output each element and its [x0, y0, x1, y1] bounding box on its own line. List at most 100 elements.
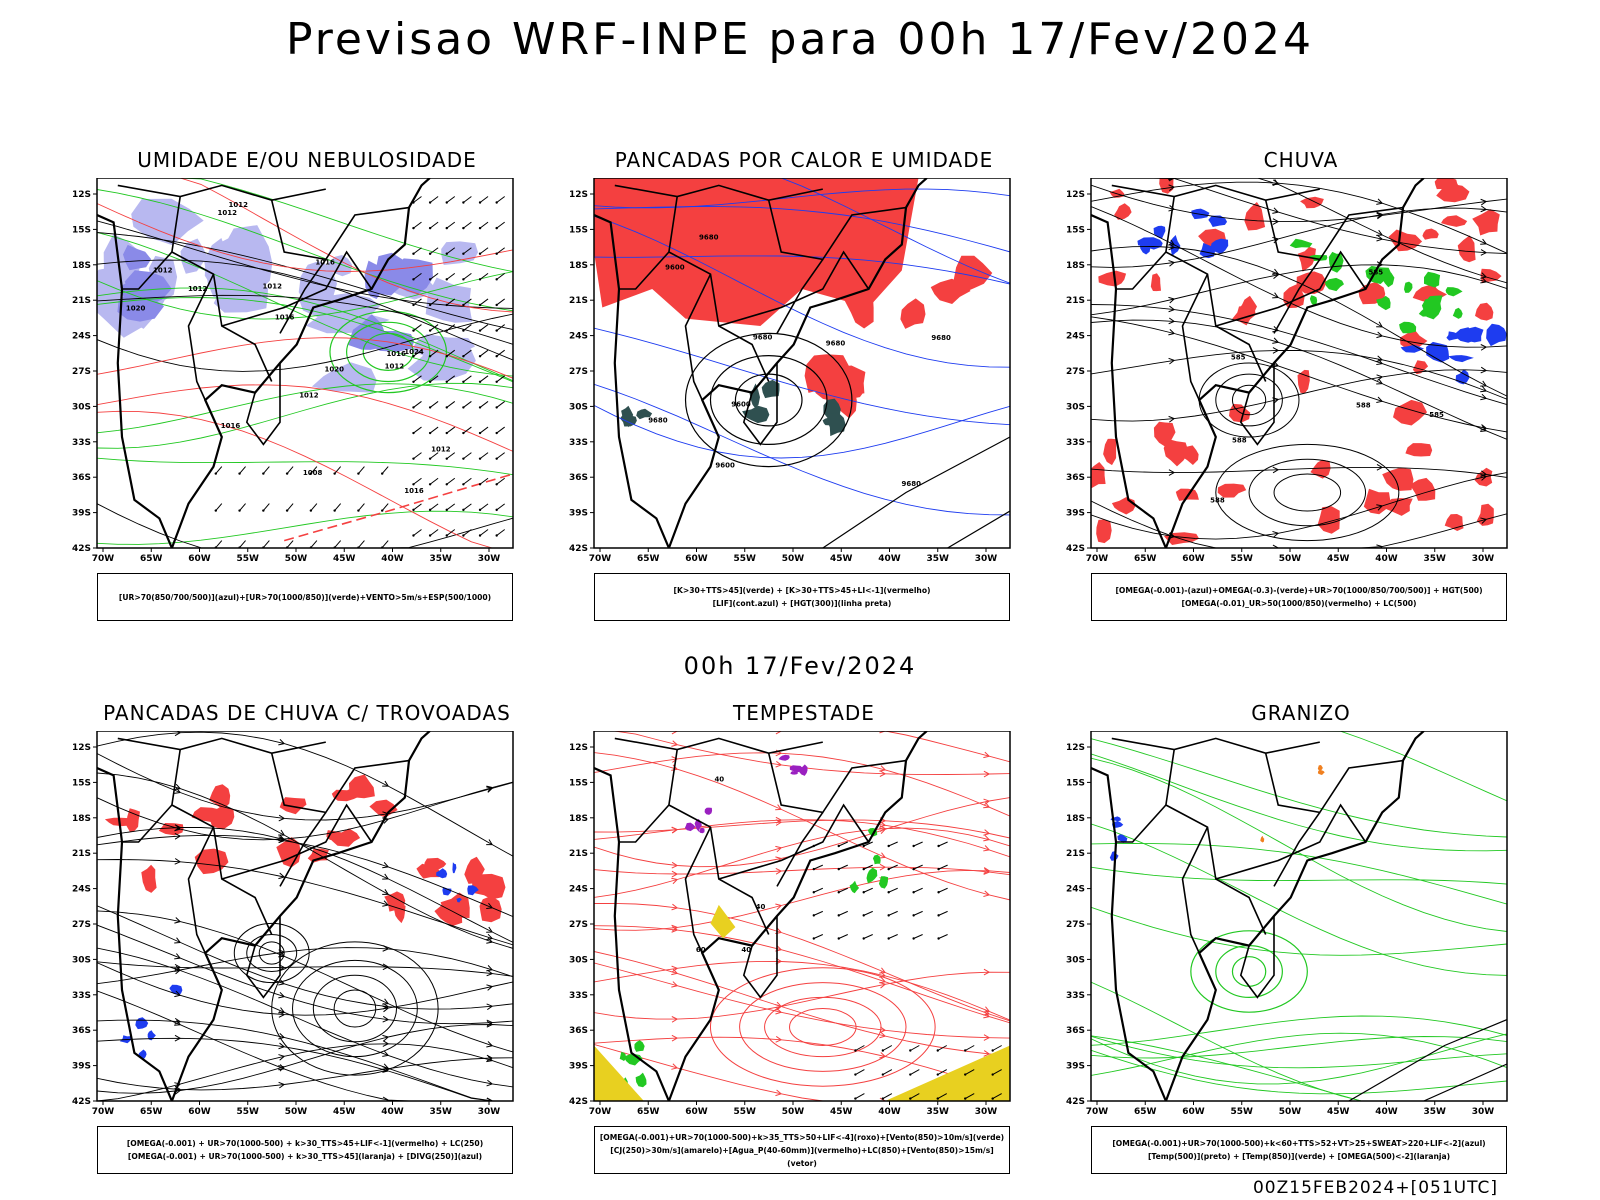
streamline	[97, 834, 513, 918]
contour-label: 1012	[229, 201, 249, 209]
country-border	[1165, 749, 1267, 935]
wind-vector-head	[495, 534, 498, 537]
temp850-contour	[1091, 731, 1507, 802]
wind-vector	[446, 426, 456, 434]
lif-contour	[594, 327, 1010, 426]
country-border	[171, 196, 273, 382]
x-tick-label: 65W	[1134, 554, 1157, 564]
low-contour	[329, 310, 448, 394]
wind-vector-head	[412, 329, 415, 332]
wind-vector-head	[412, 534, 415, 537]
wind-vector	[813, 910, 824, 916]
y-tick-label: 39S	[569, 1062, 588, 1072]
wind-vector	[838, 887, 848, 893]
wind-vector-head	[991, 1073, 994, 1076]
y-tick-label: 15S	[569, 225, 588, 235]
legend-line: [LIF](cont.azul) + [HGT(300)](linha pret…	[712, 599, 892, 608]
streamline-arrow	[775, 760, 782, 768]
omega-patch	[1486, 323, 1507, 347]
streamline	[97, 1019, 513, 1101]
wind-vector	[215, 540, 223, 548]
wind-vector-head	[462, 278, 465, 281]
rain-patch	[1114, 203, 1132, 220]
wind-vector-head	[909, 1073, 912, 1076]
k-tts-patch	[761, 379, 780, 399]
wind-vector-head	[412, 380, 415, 384]
divergence-patch	[467, 885, 479, 896]
humidity-low-contour	[97, 510, 513, 545]
wind-vector	[429, 375, 439, 383]
y-tick-label: 39S	[72, 1062, 91, 1072]
y-tick-label: 39S	[72, 509, 91, 519]
y-tick-label: 21S	[569, 849, 588, 859]
streamline-arrow	[671, 870, 678, 878]
wind-vector	[429, 272, 439, 280]
thunder-patch	[345, 786, 367, 797]
wind-vector	[413, 401, 422, 408]
wind-vector	[429, 452, 439, 460]
streamline-arrow	[1376, 544, 1383, 548]
temp850-contour	[1091, 1049, 1507, 1095]
y-tick-label: 27S	[569, 367, 588, 377]
wind-vector-head	[428, 534, 432, 537]
wind-vector	[429, 477, 439, 485]
streamline	[97, 781, 513, 841]
wind-vector	[381, 466, 389, 474]
wind-vector	[262, 503, 270, 511]
wind-vector-head	[445, 483, 448, 486]
rain-patch	[1238, 295, 1258, 314]
plot-frame	[96, 731, 514, 1102]
wind-vector-head	[428, 252, 432, 255]
country-border	[1264, 753, 1404, 814]
precip-water-contour	[739, 982, 907, 1072]
wind-vector	[215, 503, 223, 511]
wind-vector-head	[445, 380, 448, 384]
lif-contour	[594, 404, 1010, 459]
wind-vector-head	[912, 867, 915, 871]
humidity-low-contour	[97, 178, 513, 273]
wind-vector	[446, 324, 456, 331]
humidity-low-contour	[97, 383, 513, 434]
wind-vector-head	[495, 431, 498, 435]
contour-label: 9680	[931, 334, 951, 342]
streamline	[97, 910, 513, 1053]
humidity-mid-patch	[425, 277, 473, 323]
rain-patch	[1091, 462, 1106, 489]
contour-label: 9600	[665, 264, 685, 272]
low-contour	[362, 332, 414, 371]
wind-vector-head	[478, 226, 482, 230]
wind-vector-head	[478, 252, 482, 255]
wind-vector-head	[462, 534, 465, 537]
wind-vector-head	[445, 354, 448, 358]
wind-vector-head	[478, 431, 482, 435]
thickness-contour	[97, 337, 513, 379]
country-border	[614, 737, 823, 755]
humidity-low-contour	[97, 382, 513, 449]
wind-vector-head	[991, 1049, 994, 1052]
wind-vector	[813, 934, 824, 939]
x-tick-label: 30W	[975, 554, 998, 564]
omega-patch	[1208, 215, 1228, 227]
wind-vector	[262, 540, 270, 548]
wind-vector-head	[495, 252, 498, 255]
country-border	[245, 363, 281, 446]
wind-vector	[215, 466, 223, 474]
streamline-arrow	[486, 984, 493, 991]
lc850-streamline	[594, 925, 1010, 1024]
wind-vector-head	[881, 1097, 885, 1100]
streamline-arrow	[174, 990, 181, 998]
streamline-arrow	[671, 826, 678, 834]
streamline-arrow	[983, 829, 990, 836]
divergence-patch	[442, 887, 452, 896]
contour-label: 1012	[431, 446, 451, 454]
wind-vector-head	[887, 937, 890, 940]
plot-frame	[593, 731, 1011, 1102]
hgt-contour	[709, 355, 828, 446]
y-tick-label: 30S	[1066, 955, 1085, 965]
streamline-arrow	[1376, 198, 1383, 205]
y-tick-label: 30S	[72, 402, 91, 412]
streamline-arrow	[671, 1063, 678, 1070]
plot-layers: 1012101210161012101610161020102010121012…	[97, 178, 513, 548]
wind-vector-head	[445, 329, 448, 332]
